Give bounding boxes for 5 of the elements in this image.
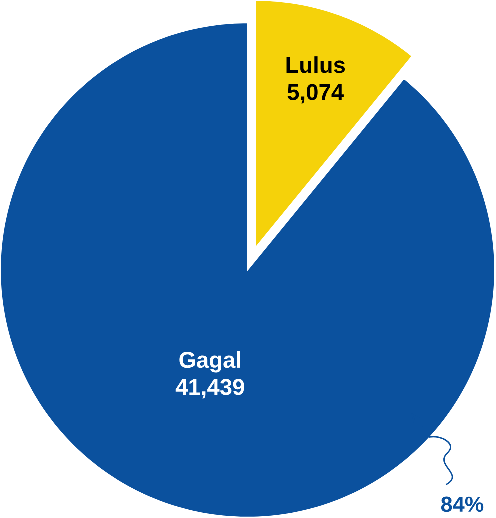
data-label: 41,439 <box>176 379 245 399</box>
slice-label: Lulus <box>287 56 346 74</box>
data-label: 5,074 <box>288 84 344 104</box>
text: 84% <box>442 496 484 512</box>
slice-label: Gagal <box>180 351 241 373</box>
